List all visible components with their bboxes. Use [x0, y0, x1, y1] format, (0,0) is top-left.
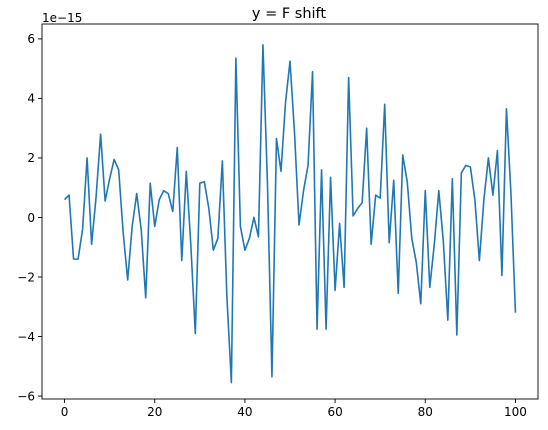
axes-frame	[41, 23, 539, 400]
y-tick-label: 2	[27, 151, 35, 165]
plot-area	[63, 44, 517, 384]
y-tick-label: 4	[27, 92, 35, 106]
series-line-0	[63, 44, 517, 384]
x-tick-label: 40	[237, 405, 252, 419]
x-tick-label: 100	[504, 405, 527, 419]
x-tick-label: 20	[147, 405, 162, 419]
y-tick-label: 6	[27, 32, 35, 46]
x-tick-label: 0	[61, 405, 69, 419]
y-tick-label: −6	[17, 389, 35, 403]
y-tick-label: 0	[27, 211, 35, 225]
y-tick-label: −4	[17, 330, 35, 344]
y-axis-offset-label: 1e−15	[42, 11, 82, 25]
chart-title: y = F shift	[252, 6, 327, 22]
y-tick-label: −2	[17, 270, 35, 284]
x-tick-label: 60	[327, 405, 342, 419]
x-tick-label: 80	[418, 405, 433, 419]
